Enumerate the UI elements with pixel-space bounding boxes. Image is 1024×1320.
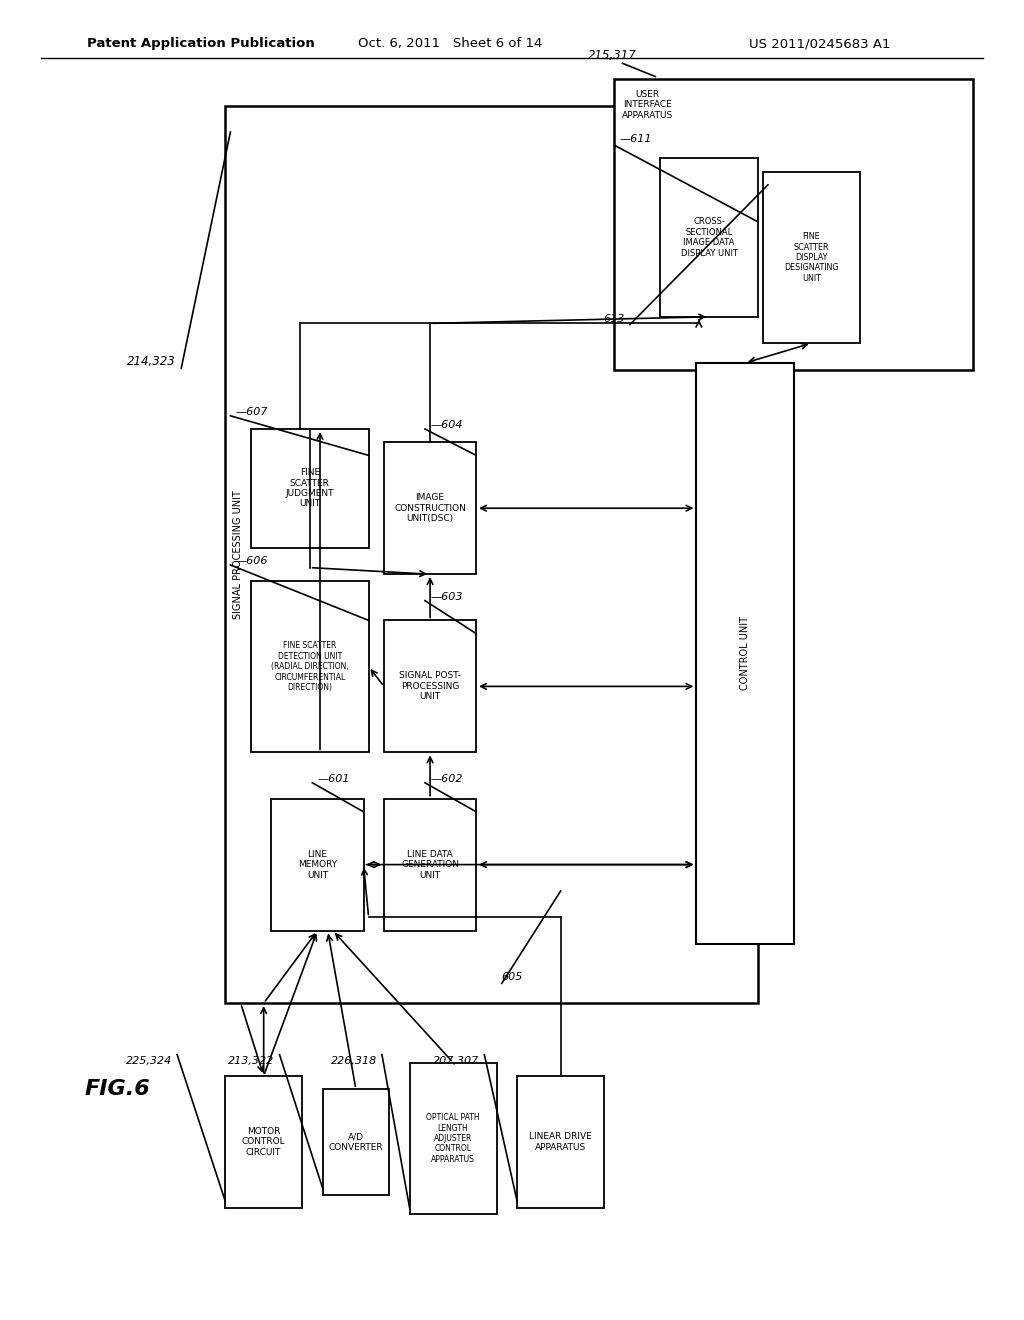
Bar xyxy=(271,799,364,931)
Text: A/D
CONVERTER: A/D CONVERTER xyxy=(329,1133,383,1151)
Bar xyxy=(384,799,476,931)
Text: 215,317: 215,317 xyxy=(588,49,637,62)
Bar xyxy=(660,158,758,317)
Bar xyxy=(517,1076,604,1208)
Bar xyxy=(696,363,794,944)
Bar xyxy=(323,1089,389,1195)
Text: 605: 605 xyxy=(502,972,522,982)
Text: US 2011/0245683 A1: US 2011/0245683 A1 xyxy=(750,37,891,50)
Text: 226,318: 226,318 xyxy=(331,1056,377,1067)
Bar xyxy=(614,79,973,370)
Text: FINE
SCATTER
JUDGMENT
UNIT: FINE SCATTER JUDGMENT UNIT xyxy=(286,469,334,508)
Bar xyxy=(251,429,369,548)
Text: —604: —604 xyxy=(430,420,463,430)
Text: FINE SCATTER
DETECTION UNIT
(RADIAL DIRECTION,
CIRCUMFERENTIAL
DIRECTION): FINE SCATTER DETECTION UNIT (RADIAL DIRE… xyxy=(271,642,348,692)
Text: 613: 613 xyxy=(603,314,625,325)
Text: —602: —602 xyxy=(430,774,463,784)
Text: 207,307: 207,307 xyxy=(433,1056,479,1067)
Bar xyxy=(763,172,860,343)
Text: LINE DATA
GENERATION
UNIT: LINE DATA GENERATION UNIT xyxy=(401,850,459,879)
Text: CROSS-
SECTIONAL
IMAGE DATA
DISPLAY UNIT: CROSS- SECTIONAL IMAGE DATA DISPLAY UNIT xyxy=(681,218,737,257)
Bar xyxy=(384,442,476,574)
Bar xyxy=(225,1076,302,1208)
Text: LINE
MEMORY
UNIT: LINE MEMORY UNIT xyxy=(298,850,337,879)
Bar xyxy=(225,106,758,1003)
Text: —603: —603 xyxy=(430,591,463,602)
Text: —607: —607 xyxy=(236,407,268,417)
Text: SIGNAL PROCESSING UNIT: SIGNAL PROCESSING UNIT xyxy=(232,490,243,619)
Text: LINEAR DRIVE
APPARATUS: LINEAR DRIVE APPARATUS xyxy=(529,1133,592,1151)
Text: IMAGE
CONSTRUCTION
UNIT(DSC): IMAGE CONSTRUCTION UNIT(DSC) xyxy=(394,494,466,523)
Text: —606: —606 xyxy=(236,556,268,566)
Text: Patent Application Publication: Patent Application Publication xyxy=(87,37,314,50)
Text: FINE
SCATTER
DISPLAY
DESIGNATING
UNIT: FINE SCATTER DISPLAY DESIGNATING UNIT xyxy=(784,232,839,282)
Text: FIG.6: FIG.6 xyxy=(85,1078,151,1100)
Bar xyxy=(384,620,476,752)
Text: OPTICAL PATH
LENGTH
ADJUSTER
CONTROL
APPARATUS: OPTICAL PATH LENGTH ADJUSTER CONTROL APP… xyxy=(426,1113,480,1164)
Text: Oct. 6, 2011   Sheet 6 of 14: Oct. 6, 2011 Sheet 6 of 14 xyxy=(358,37,543,50)
Text: 225,324: 225,324 xyxy=(126,1056,172,1067)
Text: —611: —611 xyxy=(620,133,652,144)
Text: 213,322: 213,322 xyxy=(228,1056,274,1067)
Bar xyxy=(410,1063,497,1214)
Text: —601: —601 xyxy=(317,774,350,784)
Text: CONTROL UNIT: CONTROL UNIT xyxy=(740,616,750,690)
Text: MOTOR
CONTROL
CIRCUIT: MOTOR CONTROL CIRCUIT xyxy=(242,1127,286,1156)
Bar xyxy=(251,581,369,752)
Text: SIGNAL POST-
PROCESSING
UNIT: SIGNAL POST- PROCESSING UNIT xyxy=(399,672,461,701)
Text: 214,323: 214,323 xyxy=(127,355,176,368)
Text: USER
INTERFACE
APPARATUS: USER INTERFACE APPARATUS xyxy=(622,90,673,120)
